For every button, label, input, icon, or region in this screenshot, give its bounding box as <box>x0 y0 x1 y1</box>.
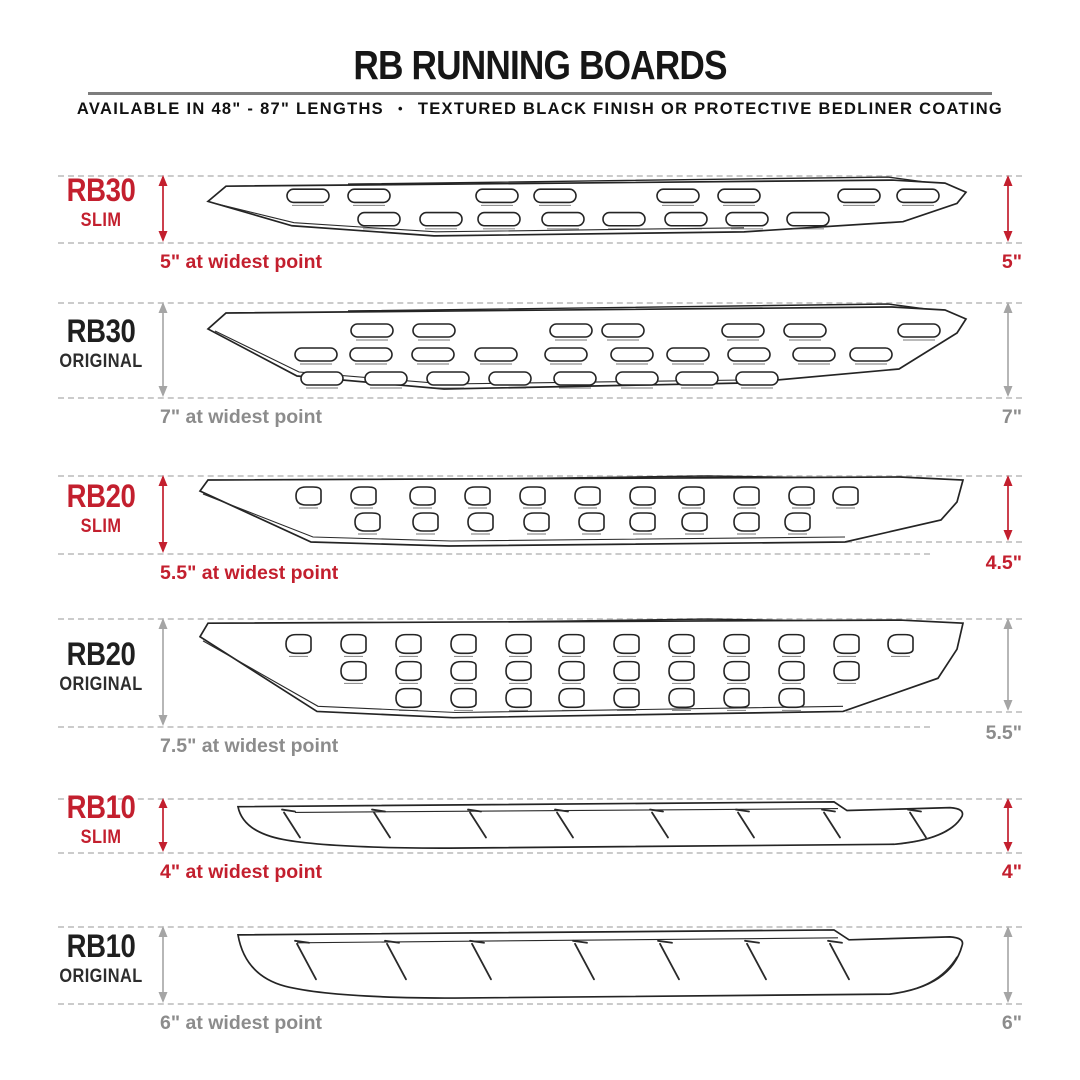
model-label: RB20 SLIM <box>40 478 162 537</box>
width-arrow-right <box>1003 302 1013 397</box>
dimension-line-bottom-left <box>58 726 930 728</box>
right-width-note: 4" <box>1001 861 1022 883</box>
dimension-line-bottom-left <box>58 553 930 555</box>
dimension-line-top <box>58 798 1022 800</box>
right-width-note: 4.5" <box>985 552 1022 574</box>
board-drawing-rb10-slim <box>200 798 990 852</box>
right-width-note: 6" <box>1001 1012 1022 1034</box>
model-variant: ORIGINAL <box>59 673 143 695</box>
left-width-note: 5" at widest point <box>160 251 323 273</box>
width-arrow-left <box>158 618 168 726</box>
width-arrow-right <box>1003 175 1013 242</box>
model-name: RB20 <box>66 478 136 514</box>
dimension-line-bottom <box>58 242 1022 244</box>
model-variant: ORIGINAL <box>59 350 143 372</box>
dimension-line-bottom <box>58 397 1022 399</box>
left-width-note: 4" at widest point <box>160 861 323 883</box>
model-name: RB30 <box>66 172 136 208</box>
width-arrow-left <box>158 926 168 1003</box>
model-name: RB20 <box>66 636 136 672</box>
model-variant: SLIM <box>80 209 122 231</box>
model-label: RB30 SLIM <box>40 172 162 231</box>
left-width-note: 5.5" at widest point <box>160 562 339 584</box>
width-arrow-right <box>1003 618 1013 711</box>
model-label: RB20 ORIGINAL <box>40 636 162 695</box>
dimension-line-bottom <box>58 1003 1022 1005</box>
width-arrow-left <box>158 175 168 242</box>
model-label: RB10 ORIGINAL <box>40 928 162 987</box>
dimension-line-top <box>58 475 1022 477</box>
board-drawing-rb30-slim <box>200 175 990 242</box>
board-drawing-rb10-original <box>200 926 990 1003</box>
width-arrow-left <box>158 302 168 397</box>
title-divider <box>88 92 992 95</box>
model-name: RB10 <box>66 928 136 964</box>
dimension-line-top <box>58 302 1022 304</box>
width-arrow-left <box>158 798 168 852</box>
left-width-note: 6" at widest point <box>160 1012 323 1034</box>
width-arrow-right <box>1003 475 1013 541</box>
board-drawing-rb30-original <box>200 302 990 397</box>
dimension-line-top <box>58 618 1022 620</box>
width-arrow-right <box>1003 798 1013 852</box>
model-variant: SLIM <box>80 826 122 848</box>
board-drawing-rb20-slim <box>200 475 990 553</box>
width-arrow-left <box>158 475 168 553</box>
dimension-line-top <box>58 926 1022 928</box>
left-width-note: 7.5" at widest point <box>160 735 339 757</box>
subtitle-lengths: AVAILABLE IN 48" - 87" LENGTHS <box>76 100 384 118</box>
model-variant: ORIGINAL <box>59 965 143 987</box>
right-width-note: 7" <box>1001 406 1022 428</box>
model-label: RB10 SLIM <box>40 789 162 848</box>
model-name: RB30 <box>66 313 136 349</box>
right-width-note: 5.5" <box>985 722 1022 744</box>
page-title: RB RUNNING BOARDS <box>353 42 727 88</box>
board-drawing-rb20-original <box>200 618 990 726</box>
left-width-note: 7" at widest point <box>160 406 323 428</box>
bullet-separator: • <box>397 101 404 116</box>
dimension-line-bottom <box>58 852 1022 854</box>
dimension-line-bottom-right <box>846 541 1022 543</box>
page-subtitle: AVAILABLE IN 48" - 87" LENGTHS • TEXTURED … <box>0 100 1080 119</box>
model-name: RB10 <box>66 789 136 825</box>
model-label: RB30 ORIGINAL <box>40 313 162 372</box>
width-arrow-right <box>1003 926 1013 1003</box>
dimension-line-bottom-right <box>846 711 1022 713</box>
subtitle-finish: TEXTURED BLACK FINISH OR PROTECTIVE BEDL… <box>417 100 1004 118</box>
model-variant: SLIM <box>80 515 122 537</box>
right-width-note: 5" <box>1001 251 1022 273</box>
dimension-line-top <box>58 175 1022 177</box>
